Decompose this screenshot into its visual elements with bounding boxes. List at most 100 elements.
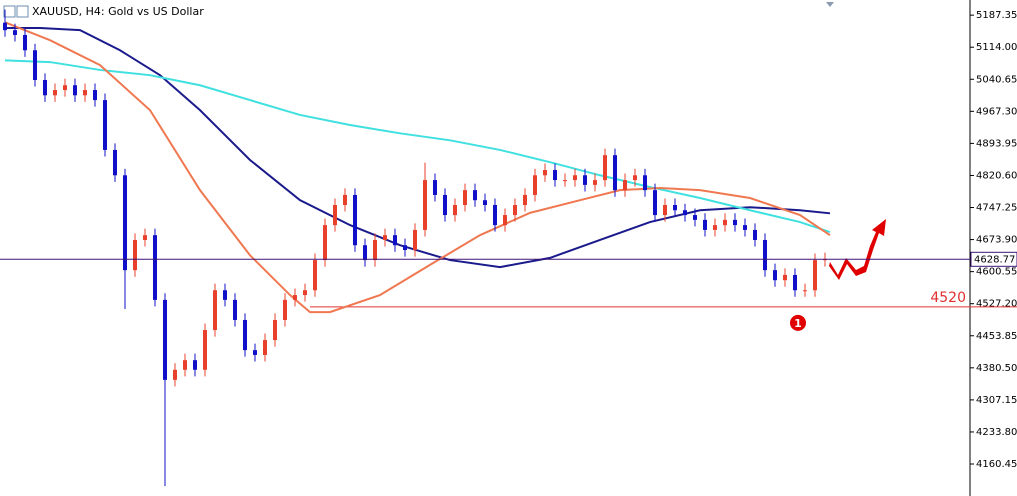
price-box [970,251,1017,267]
y-tick-label: 4747.25 [976,203,1017,214]
candle-body [153,235,157,300]
candle-body [743,225,747,230]
candle-body [603,155,607,181]
candle-body [593,180,597,185]
candle-body [783,274,787,281]
candle-body [483,200,487,206]
candle-body [703,219,707,230]
candle-body [163,299,167,380]
y-tick-label: 4600.55 [976,267,1017,278]
candle-body [493,205,497,226]
candle-body [763,239,767,271]
candle-body [353,194,357,246]
y-tick-label: 4160.45 [976,459,1017,470]
y-tick-label: 5040.65 [976,74,1017,85]
icon [16,5,29,18]
icon [3,5,16,18]
chart-title: XAUUSD, H4: Gold vs US Dollar [32,5,204,18]
candle-body [503,215,507,226]
moving-average [4,59,831,234]
candle-body [143,235,147,240]
candle-body [53,90,57,96]
candle-body [313,260,317,291]
shift-marker [826,2,834,7]
candle-body [3,22,7,31]
candle-body [13,30,17,35]
candle-body [133,239,137,271]
candle-body [413,229,417,251]
candle-body [233,299,237,320]
candle-body [463,190,467,206]
candle-body [363,245,367,261]
candle-body [573,175,577,181]
level-label: 4520 [930,290,966,306]
candle-body [343,194,347,206]
candle-body [803,290,807,292]
y-tick-label: 4893.95 [976,138,1017,149]
candle-body [513,205,517,216]
moving-average [5,26,831,269]
candle-body [613,155,617,191]
candle-body [93,90,97,101]
candle-body [663,205,667,216]
candle-body [813,260,817,291]
y-tick-label: 4453.85 [976,331,1017,342]
price-label: 4628.77 [974,254,1015,265]
candle-body [683,210,687,216]
candle-body [693,215,697,220]
candle-body [423,180,427,230]
title-icons [3,5,29,18]
candle-body [263,340,267,355]
candle-body [43,79,47,96]
candle-body [773,270,777,281]
candle-body [393,235,397,246]
candle-body [543,170,547,176]
candle-body [623,180,627,191]
candle-body [243,319,247,351]
y-tick-label: 4820.60 [976,170,1017,181]
moving-average [4,21,831,314]
y-tick-label: 4233.80 [976,427,1017,438]
candle-body [103,100,107,150]
candle-body [63,85,67,91]
candle-body [443,194,447,216]
candle-body [123,175,127,271]
candle-body [643,175,647,191]
candle-body [83,90,87,96]
candle-body [793,274,797,291]
candle-body [73,85,77,96]
candle-body [33,50,37,80]
candle-body [673,205,677,211]
candle-body [733,219,737,226]
candle-body [563,180,567,182]
candle-body [213,290,217,331]
candle-body [723,219,727,226]
candle-body [223,290,227,300]
candle-body [523,194,527,206]
candle-body [303,290,307,296]
candle-body [253,350,257,355]
candle-body [323,225,327,261]
annotation-label: 1 [794,317,802,330]
y-tick-label: 4527.20 [976,299,1017,310]
y-tick-label: 4307.15 [976,395,1017,406]
candle-body [473,190,477,201]
candle-body [453,205,457,216]
candle-body [373,239,377,261]
candle-body [583,175,587,185]
candle-body [113,149,117,176]
candle-body [383,235,387,240]
y-tick-label: 4380.50 [976,363,1017,374]
candle-body [403,245,407,251]
candle-body [293,295,297,300]
candle-body [333,205,337,226]
candle-body [203,330,207,370]
annotation-marker [790,314,806,331]
candle-body [273,319,277,341]
candle-body [633,175,637,181]
y-tick-label: 4673.90 [976,235,1017,246]
candle-body [183,360,187,370]
